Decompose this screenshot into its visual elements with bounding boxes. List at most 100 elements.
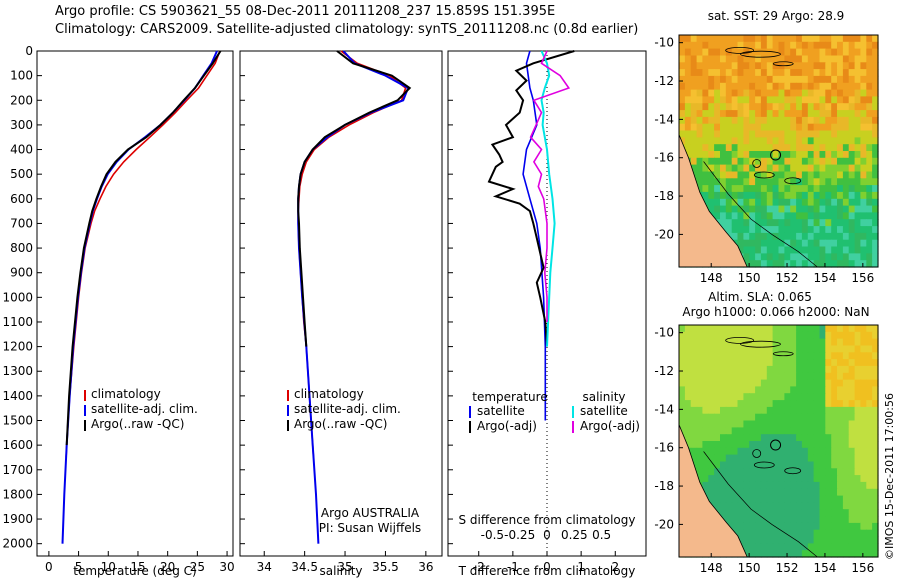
sla_map-cell [819,550,826,558]
sla_map-cell [755,447,762,456]
sst_map-cell [848,55,856,63]
sla_map-cell [778,454,785,462]
sst_map-cell [684,96,692,104]
sst_map-cell [731,62,739,70]
sst_map-cell [690,103,698,111]
sst_map-cell [860,62,867,70]
sst_map-cell [784,239,791,248]
sst_map-cell [866,123,873,132]
sla_map-cell [737,393,744,401]
sst_map-cell [842,110,850,118]
sla_map-cell [731,393,739,401]
sst_map-cell [679,123,686,132]
sst_map-cell [755,69,762,77]
sla_map-cell [790,365,797,374]
sla_map-cell [866,406,873,415]
sst_map-cell [696,35,704,43]
sla_map-cell [749,522,756,531]
sst_map-cell [807,219,815,227]
sla_map-cell [837,325,844,333]
sst_map-cell [731,110,739,118]
sst_map-cell [766,96,774,104]
sst_map-cell [796,219,803,227]
sla_map-cell [778,475,785,483]
sst_map-cell [684,41,692,50]
sla_map-cell [708,386,715,394]
sst_map-cell [796,55,803,63]
sla_map-cell [872,338,879,346]
sst_map-cell [720,219,727,227]
sst_map-cell [819,55,826,63]
sla_map-cell [790,379,797,387]
sst_map-cell [854,89,862,97]
sla_map-cell [854,536,862,544]
sla_map-cell [796,352,803,360]
sla_map-cell [684,393,692,401]
sst_map-cell [854,62,862,70]
sla_map-cell [766,427,774,435]
temperature-xtick-label: 20 [160,560,175,574]
sst_map-cell [854,178,862,186]
sst_map-cell [807,35,815,43]
sst_map-cell [696,48,704,56]
sla_map-cell [854,522,862,531]
sla_map-cell [807,461,815,469]
sst_map-cell [796,246,803,254]
sla_map-cell [737,475,744,483]
sst_map-cell [801,48,809,56]
sla_map-cell [825,379,832,387]
sla_map-cell [860,338,867,346]
sst_map-cell [749,144,756,152]
sst_map-cell [860,75,867,84]
sst_map-cell [842,137,850,145]
sst_map-cell [801,35,809,43]
sla_map-cell [749,331,756,340]
sst_map-cell [720,185,727,193]
sla_map-cell [702,331,709,340]
sla_map-cell [796,495,803,503]
sla_map-cell [807,550,815,558]
sla_map-cell [760,359,768,367]
sst_map-cell [837,41,844,50]
sst_map-cell [837,260,844,268]
sla_map-cell [790,468,797,476]
sla_map-cell [819,509,826,517]
sst_map-cell [807,110,815,118]
sla_map-cell [872,475,879,483]
sla_map-cell [684,441,692,449]
sst_map-cell [854,123,862,132]
sla_map-cell [831,386,838,394]
sla_map-cell [766,365,774,374]
sla_map-cell [819,434,826,442]
sla_map-cell [813,550,821,558]
sla_map-cell [731,488,739,497]
sst_map-cell [807,205,815,213]
sst_map-cell [813,205,821,213]
sla_map-cell [848,325,856,333]
sla_map-cell [866,379,873,387]
sst_map-cell [720,41,727,50]
sst_map-cell [708,75,715,84]
sla_map-cell [749,427,756,435]
sst_map-cell [755,198,762,207]
sla_map-cell [708,441,715,449]
sla_map-cell [737,413,744,422]
sla_map-cell [825,325,832,333]
sst_map-cell [743,212,750,220]
sst_map-cell [725,96,733,104]
sst_map-cell [831,35,838,43]
sst_map-cell [755,246,762,254]
sst_map-cell [813,157,821,166]
sst_map-cell [866,260,873,268]
sst_map-cell [778,246,785,254]
sst_map-cell [755,130,762,138]
sla_map-cell [778,461,785,469]
sst_map-cell [778,226,785,234]
sst_map-cell [737,178,744,186]
sst_map-cell [708,35,715,43]
sla_map-cell [684,365,692,374]
sst_map-cell [796,123,803,132]
sst_map-cell [854,191,862,200]
sst_map-cell [825,116,832,125]
sla_map-cell [784,393,791,401]
